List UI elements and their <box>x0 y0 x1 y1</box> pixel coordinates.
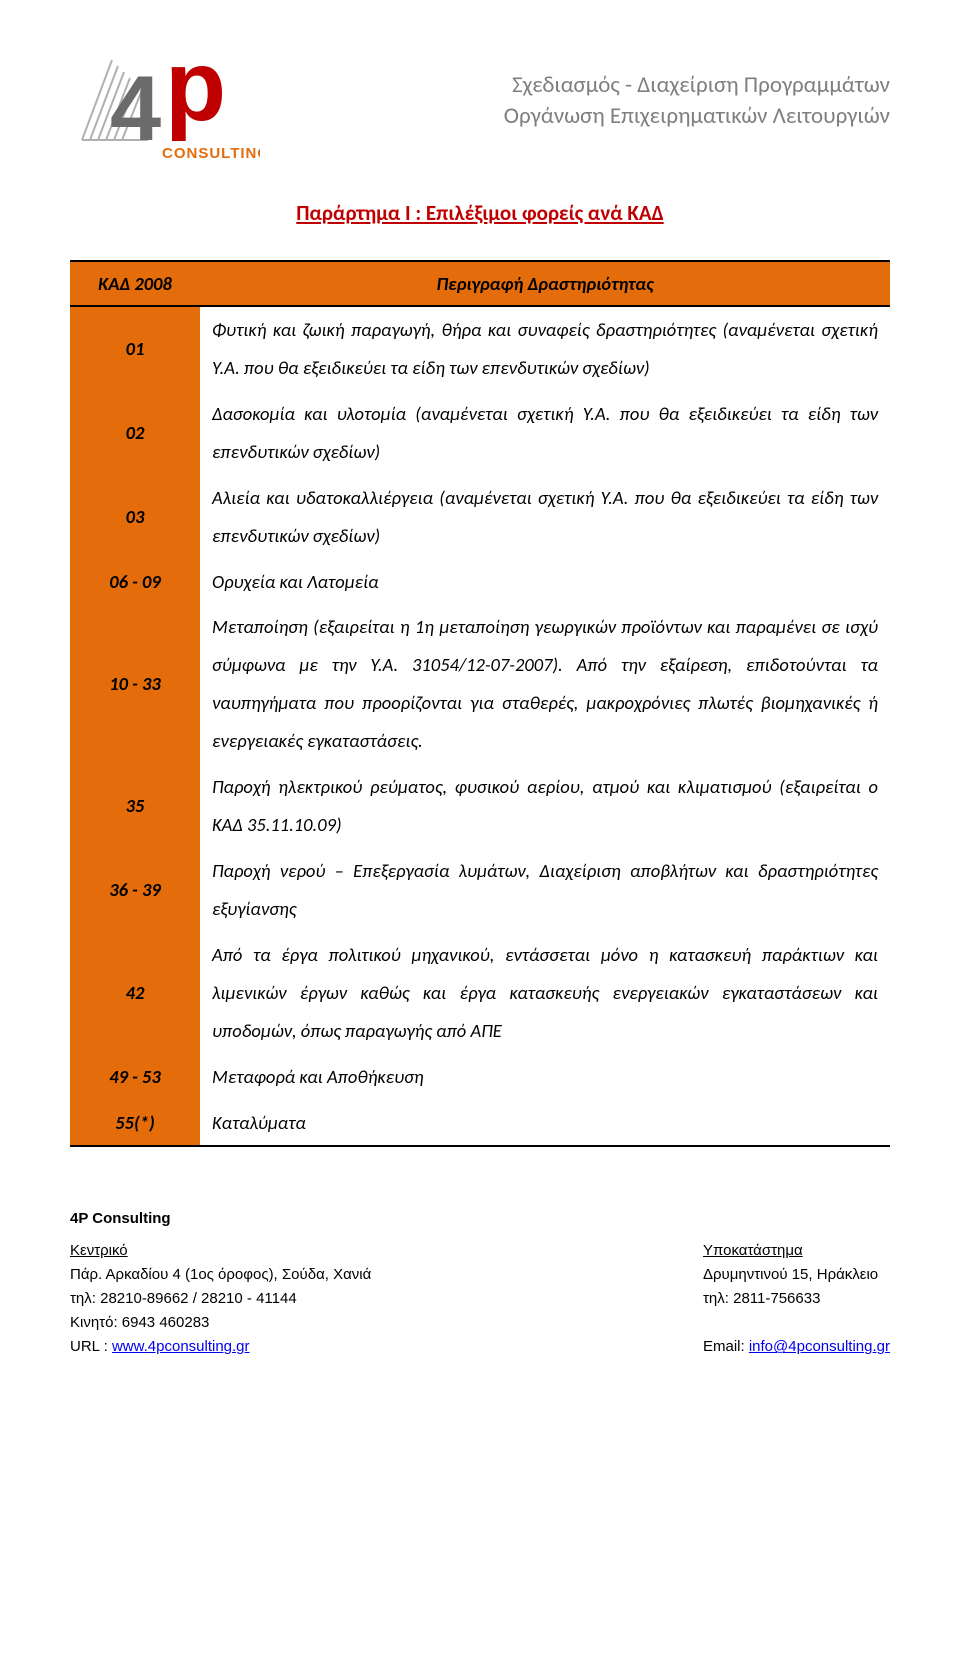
table-row: 02Δασοκομία και υλοτομία (αναμένεται σχε… <box>70 391 890 475</box>
footer-left-mobile: Κινητό: 6943 460283 <box>70 1311 371 1335</box>
company-logo: 4 p CONSULTING <box>70 40 260 170</box>
cell-code: 36 - 39 <box>70 848 200 932</box>
footer-left-tel: τηλ: 28210-89662 / 28210 - 41144 <box>70 1287 371 1311</box>
col-header-code: ΚΑΔ 2008 <box>70 261 200 306</box>
cell-desc: Από τα έργα πολιτικού μηχανικού, εντάσσε… <box>200 932 890 1054</box>
cell-code: 03 <box>70 475 200 559</box>
footer-right-address: Δρυμηντινού 15, Ηράκλειο <box>703 1263 890 1287</box>
header-tagline: Σχεδιασμός - Διαχείριση Προγραμμάτων Οργ… <box>504 70 890 132</box>
cell-desc: Καταλύματα <box>200 1100 890 1147</box>
table-row: 36 - 39Παροχή νερού – Επεξεργασία λυμάτω… <box>70 848 890 932</box>
logo-consulting-text: CONSULTING <box>162 145 260 162</box>
cell-code: 55(*) <box>70 1100 200 1147</box>
cell-desc: Παροχή ηλεκτρικού ρεύματος, φυσικού αερί… <box>200 764 890 848</box>
cell-desc: Δασοκομία και υλοτομία (αναμένεται σχετι… <box>200 391 890 475</box>
table-row: 55(*)Καταλύματα <box>70 1100 890 1147</box>
kad-table: ΚΑΔ 2008 Περιγραφή Δραστηριότητας 01Φυτι… <box>70 260 890 1147</box>
table-header-row: ΚΑΔ 2008 Περιγραφή Δραστηριότητας <box>70 261 890 306</box>
footer-company-name: 4P Consulting <box>70 1207 890 1231</box>
page-footer: 4P Consulting Κεντρικό Πάρ. Αρκαδίου 4 (… <box>70 1207 890 1359</box>
table-row: 10 - 33Μεταποίηση (εξαιρείται η 1η μεταπ… <box>70 604 890 764</box>
cell-desc: Ορυχεία και Λατομεία <box>200 559 890 605</box>
footer-url-link[interactable]: www.4pconsulting.gr <box>112 1338 250 1355</box>
svg-text:4: 4 <box>110 58 161 160</box>
footer-email-label: Email: <box>703 1338 749 1355</box>
footer-spacer <box>703 1311 890 1335</box>
footer-right-tel: τηλ: 2811-756633 <box>703 1287 890 1311</box>
cell-desc: Αλιεία και υδατοκαλλιέργεια (αναμένεται … <box>200 475 890 559</box>
cell-code: 42 <box>70 932 200 1054</box>
cell-code: 01 <box>70 306 200 391</box>
cell-code: 06 - 09 <box>70 559 200 605</box>
cell-desc: Παροχή νερού – Επεξεργασία λυμάτων, Διαχ… <box>200 848 890 932</box>
cell-desc: Μεταφορά και Αποθήκευση <box>200 1054 890 1100</box>
table-row: 42Από τα έργα πολιτικού μηχανικού, εντάσ… <box>70 932 890 1054</box>
footer-email-line: Email: info@4pconsulting.gr <box>703 1335 890 1359</box>
page-header: 4 p CONSULTING Σχεδιασμός - Διαχείριση Π… <box>70 40 890 170</box>
footer-left-col: Κεντρικό Πάρ. Αρκαδίου 4 (1ος όροφος), Σ… <box>70 1239 371 1359</box>
footer-right-col: Υποκατάστημα Δρυμηντινού 15, Ηράκλειο τη… <box>703 1239 890 1359</box>
cell-code: 10 - 33 <box>70 604 200 764</box>
cell-code: 02 <box>70 391 200 475</box>
footer-right-heading: Υποκατάστημα <box>703 1239 890 1263</box>
footer-left-address: Πάρ. Αρκαδίου 4 (1ος όροφος), Σούδα, Χαν… <box>70 1263 371 1287</box>
cell-code: 49 - 53 <box>70 1054 200 1100</box>
footer-url-label: URL : <box>70 1338 112 1355</box>
table-row: 35Παροχή ηλεκτρικού ρεύματος, φυσικού αε… <box>70 764 890 848</box>
logo-4p-icon: 4 p CONSULTING <box>70 40 260 170</box>
cell-code: 35 <box>70 764 200 848</box>
tagline-line-2: Οργάνωση Επιχειρηματικών Λειτουργιών <box>504 101 890 132</box>
tagline-line-1: Σχεδιασμός - Διαχείριση Προγραμμάτων <box>504 70 890 101</box>
table-row: 03Αλιεία και υδατοκαλλιέργεια (αναμένετα… <box>70 475 890 559</box>
table-row: 01Φυτική και ζωική παραγωγή, θήρα και συ… <box>70 306 890 391</box>
footer-url-line: URL : www.4pconsulting.gr <box>70 1335 371 1359</box>
footer-columns: Κεντρικό Πάρ. Αρκαδίου 4 (1ος όροφος), Σ… <box>70 1239 890 1359</box>
svg-text:p: p <box>165 40 226 142</box>
document-page: 4 p CONSULTING Σχεδιασμός - Διαχείριση Π… <box>0 0 960 1389</box>
col-header-desc: Περιγραφή Δραστηριότητας <box>200 261 890 306</box>
document-title: Παράρτημα Ι : Επιλέξιμοι φορείς ανά ΚΑΔ <box>70 200 890 226</box>
footer-left-heading: Κεντρικό <box>70 1239 371 1263</box>
footer-email-link[interactable]: info@4pconsulting.gr <box>749 1338 890 1355</box>
table-row: 06 - 09Ορυχεία και Λατομεία <box>70 559 890 605</box>
cell-desc: Μεταποίηση (εξαιρείται η 1η μεταποίηση γ… <box>200 604 890 764</box>
cell-desc: Φυτική και ζωική παραγωγή, θήρα και συνα… <box>200 306 890 391</box>
table-row: 49 - 53Μεταφορά και Αποθήκευση <box>70 1054 890 1100</box>
